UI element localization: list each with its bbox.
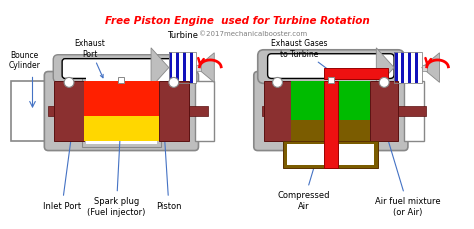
Bar — [172, 52, 176, 84]
Bar — [394, 52, 398, 84]
Bar — [159, 82, 189, 141]
FancyBboxPatch shape — [53, 55, 190, 83]
Bar — [394, 52, 422, 84]
Text: Free Piston Engine  used for Turbine Rotation: Free Piston Engine used for Turbine Rota… — [105, 16, 369, 26]
Bar — [54, 82, 189, 141]
FancyBboxPatch shape — [45, 72, 199, 151]
Bar — [283, 141, 378, 169]
Bar — [264, 82, 292, 141]
Bar — [418, 52, 422, 84]
Bar — [190, 52, 193, 84]
Bar — [194, 82, 214, 141]
Text: Compressed
Air: Compressed Air — [278, 115, 330, 210]
Circle shape — [169, 78, 179, 88]
Bar — [186, 52, 190, 84]
Bar — [287, 144, 374, 166]
Text: Exhaust Gases
to Turbine: Exhaust Gases to Turbine — [271, 39, 336, 76]
Bar — [82, 85, 161, 147]
Bar — [193, 52, 197, 84]
Text: ©2017mechanicalbooster.com: ©2017mechanicalbooster.com — [199, 31, 307, 37]
Text: Turbine: Turbine — [167, 31, 198, 40]
Circle shape — [379, 78, 389, 88]
Bar — [398, 106, 426, 117]
Bar — [404, 82, 424, 141]
Bar — [182, 52, 186, 84]
Bar — [408, 52, 411, 84]
Bar — [401, 52, 404, 84]
Bar — [411, 52, 415, 84]
Bar — [84, 82, 159, 116]
Bar — [11, 82, 48, 141]
Bar — [169, 52, 172, 84]
Bar — [404, 52, 408, 84]
FancyBboxPatch shape — [268, 55, 394, 79]
Polygon shape — [376, 49, 394, 88]
Bar — [179, 52, 182, 84]
Bar — [86, 70, 176, 82]
Bar — [292, 120, 370, 141]
Bar — [84, 116, 159, 141]
Bar — [197, 65, 201, 71]
FancyBboxPatch shape — [254, 72, 408, 151]
FancyBboxPatch shape — [62, 59, 181, 79]
Bar — [292, 82, 370, 120]
Text: Air fuel mixture
(or Air): Air fuel mixture (or Air) — [375, 118, 441, 216]
Bar — [415, 52, 418, 84]
Bar — [422, 65, 427, 71]
Bar — [262, 106, 289, 117]
Bar — [328, 78, 334, 84]
Text: Bounce
Cylinder: Bounce Cylinder — [9, 51, 41, 70]
FancyBboxPatch shape — [258, 51, 404, 84]
Bar — [176, 52, 179, 84]
Bar — [169, 52, 197, 84]
Bar — [189, 106, 209, 117]
Circle shape — [64, 78, 74, 88]
Circle shape — [273, 78, 283, 88]
Bar — [370, 82, 398, 141]
Bar — [48, 106, 54, 117]
Polygon shape — [422, 54, 439, 83]
Text: Spark plug
(Fuel injector): Spark plug (Fuel injector) — [87, 116, 146, 216]
Bar — [118, 78, 124, 84]
Polygon shape — [151, 49, 169, 88]
Text: Exhaust
Port: Exhaust Port — [74, 39, 105, 78]
Bar — [86, 82, 157, 144]
Text: Piston: Piston — [156, 116, 182, 210]
Bar — [324, 82, 338, 169]
Bar — [398, 52, 401, 84]
Polygon shape — [197, 54, 214, 83]
Bar — [324, 68, 388, 80]
Bar — [54, 82, 84, 141]
Bar — [82, 65, 176, 85]
Text: Inlet Port: Inlet Port — [43, 121, 81, 210]
Bar — [264, 82, 398, 141]
